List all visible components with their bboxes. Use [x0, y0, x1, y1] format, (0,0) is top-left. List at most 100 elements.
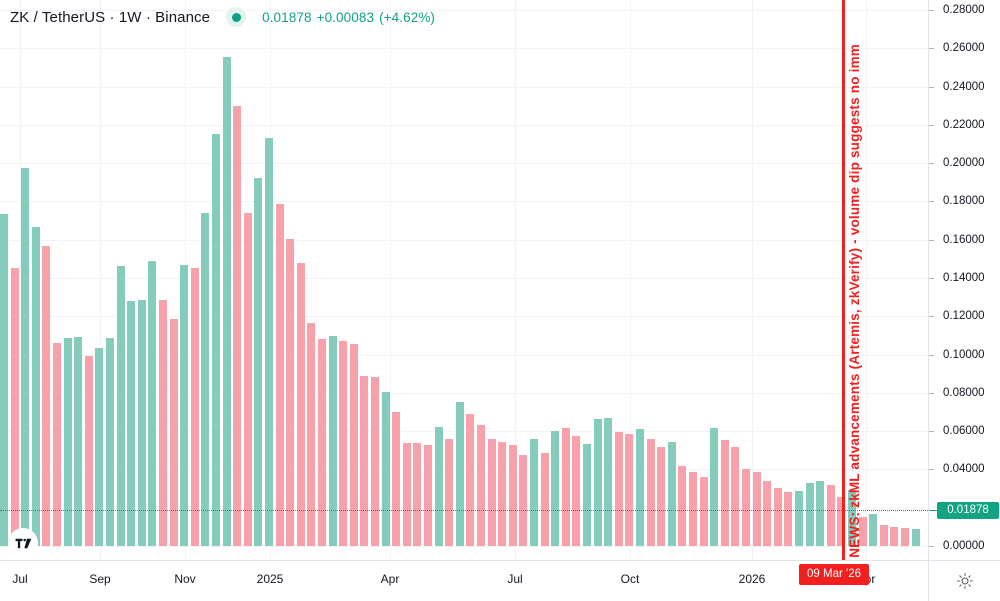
time-axis-tick: Sep	[89, 572, 111, 586]
volume-bar	[689, 472, 697, 546]
news-annotation-label[interactable]: NEWS: zkML advancements (Artemis, zkVeri…	[847, 44, 862, 558]
gridline-horizontal	[0, 163, 928, 164]
price-axis-tick: 0.20000	[929, 156, 1000, 170]
volume-bar	[508, 444, 517, 546]
volume-bar	[201, 212, 210, 546]
legend-change-pct: (+4.62%)	[379, 9, 436, 25]
volume-bar	[879, 524, 888, 546]
volume-bar	[540, 453, 549, 546]
time-axis-tick: Apr	[380, 572, 400, 586]
chart-legend[interactable]: ZK / TetherUS · 1W · Binance 0.01878 +0.0…	[10, 7, 435, 27]
volume-bar	[869, 514, 878, 546]
volume-bar	[106, 338, 114, 546]
volume-bar	[402, 442, 411, 546]
volume-bar	[604, 417, 613, 546]
price-axis-tick: 0.26000	[929, 41, 1000, 55]
volume-bar	[720, 439, 729, 546]
volume-bar	[837, 497, 846, 546]
volume-bar	[466, 413, 475, 546]
volume-bar	[265, 138, 273, 546]
time-axis-tick: Jul	[507, 572, 523, 586]
tradingview-logo-icon	[8, 528, 38, 558]
volume-bar	[773, 487, 782, 546]
volume-bar	[169, 319, 178, 546]
price-axis[interactable]: 0.01878 0.28000 0.26000 0.24000 0.22000 0.20…	[928, 0, 1000, 560]
gridline-horizontal	[0, 87, 928, 88]
volume-bar	[84, 355, 93, 546]
price-axis-tick: 0.04000	[929, 462, 1000, 476]
symbol-title[interactable]: ZK / TetherUS · 1W · Binance	[10, 8, 211, 26]
volume-bar	[95, 347, 104, 546]
time-axis-tick: Nov	[174, 572, 196, 586]
legend-values: 0.01878 +0.00083 (+4.62%)	[262, 10, 435, 25]
volume-bar	[74, 337, 83, 546]
news-event-marker-line[interactable]	[842, 0, 845, 560]
volume-bar	[614, 432, 623, 546]
volume-bar	[646, 438, 655, 546]
volume-bar	[212, 133, 220, 546]
gridline-horizontal	[0, 355, 928, 356]
price-axis-tick: 0.14000	[929, 271, 1000, 285]
volume-bar	[561, 428, 570, 546]
volume-bar	[413, 442, 422, 546]
volume-bar	[752, 472, 761, 546]
volume-bar	[21, 167, 30, 546]
volume-bar	[848, 489, 856, 546]
volume-bar	[477, 425, 485, 546]
volume-bar	[254, 177, 263, 546]
volume-bar	[593, 418, 602, 546]
volume-bar	[455, 401, 464, 546]
volume-bar	[63, 338, 72, 546]
volume-bar	[445, 438, 454, 546]
volume-bar	[116, 265, 125, 546]
volume-bar	[328, 336, 337, 546]
price-axis-tick: 0.24000	[929, 80, 1000, 94]
current-price-line	[0, 510, 928, 511]
price-axis-tick: 0.18000	[929, 194, 1000, 208]
volume-bar	[137, 300, 146, 546]
gridline-horizontal	[0, 201, 928, 202]
price-axis-tick: 0.00000	[929, 539, 1000, 553]
volume-bar	[625, 434, 634, 546]
volume-bar	[816, 480, 825, 546]
volume-bar	[678, 465, 687, 546]
price-axis-tick: 0.22000	[929, 118, 1000, 132]
time-axis-tick: 2025	[256, 572, 284, 586]
gridline-vertical	[752, 0, 753, 560]
volume-bar	[339, 341, 348, 546]
volume-bar	[667, 441, 676, 546]
volume-bar	[731, 446, 740, 546]
time-axis-tick: 2026	[738, 572, 766, 586]
chart-plot-area[interactable]: NEWS: zkML advancements (Artemis, zkVeri…	[0, 0, 928, 560]
volume-bar	[911, 528, 920, 546]
volume-bar	[190, 267, 199, 546]
volume-bar	[222, 56, 231, 546]
axis-corner[interactable]	[928, 560, 1000, 601]
volume-bar	[890, 526, 899, 546]
volume-bar	[392, 412, 401, 546]
volume-bar	[434, 427, 443, 546]
volume-bar	[742, 469, 750, 546]
gridline-horizontal	[0, 316, 928, 317]
volume-bar	[572, 435, 581, 546]
volume-bar	[53, 343, 61, 546]
volume-bar	[795, 490, 803, 546]
volume-bar	[233, 105, 242, 546]
gridline-horizontal	[0, 10, 928, 11]
gridline-horizontal	[0, 393, 928, 394]
gridline-horizontal	[0, 278, 928, 279]
news-date-badge: 09 Mar '26	[799, 564, 869, 585]
time-axis-tick: Jul	[12, 572, 28, 586]
volume-bar	[371, 376, 379, 546]
gridline-horizontal	[0, 508, 928, 509]
volume-bar	[349, 344, 358, 546]
gridline-vertical	[515, 0, 516, 560]
volume-bar	[307, 323, 316, 546]
time-axis[interactable]: 09 Mar '26 JulSepNov2025AprJulOct2026Apr	[0, 560, 1000, 601]
volume-bar	[519, 455, 528, 546]
volume-bar	[381, 391, 390, 546]
brightness-gear-icon[interactable]	[955, 571, 975, 591]
legend-change-abs: +0.00083	[316, 9, 375, 25]
volume-bar	[858, 517, 867, 546]
